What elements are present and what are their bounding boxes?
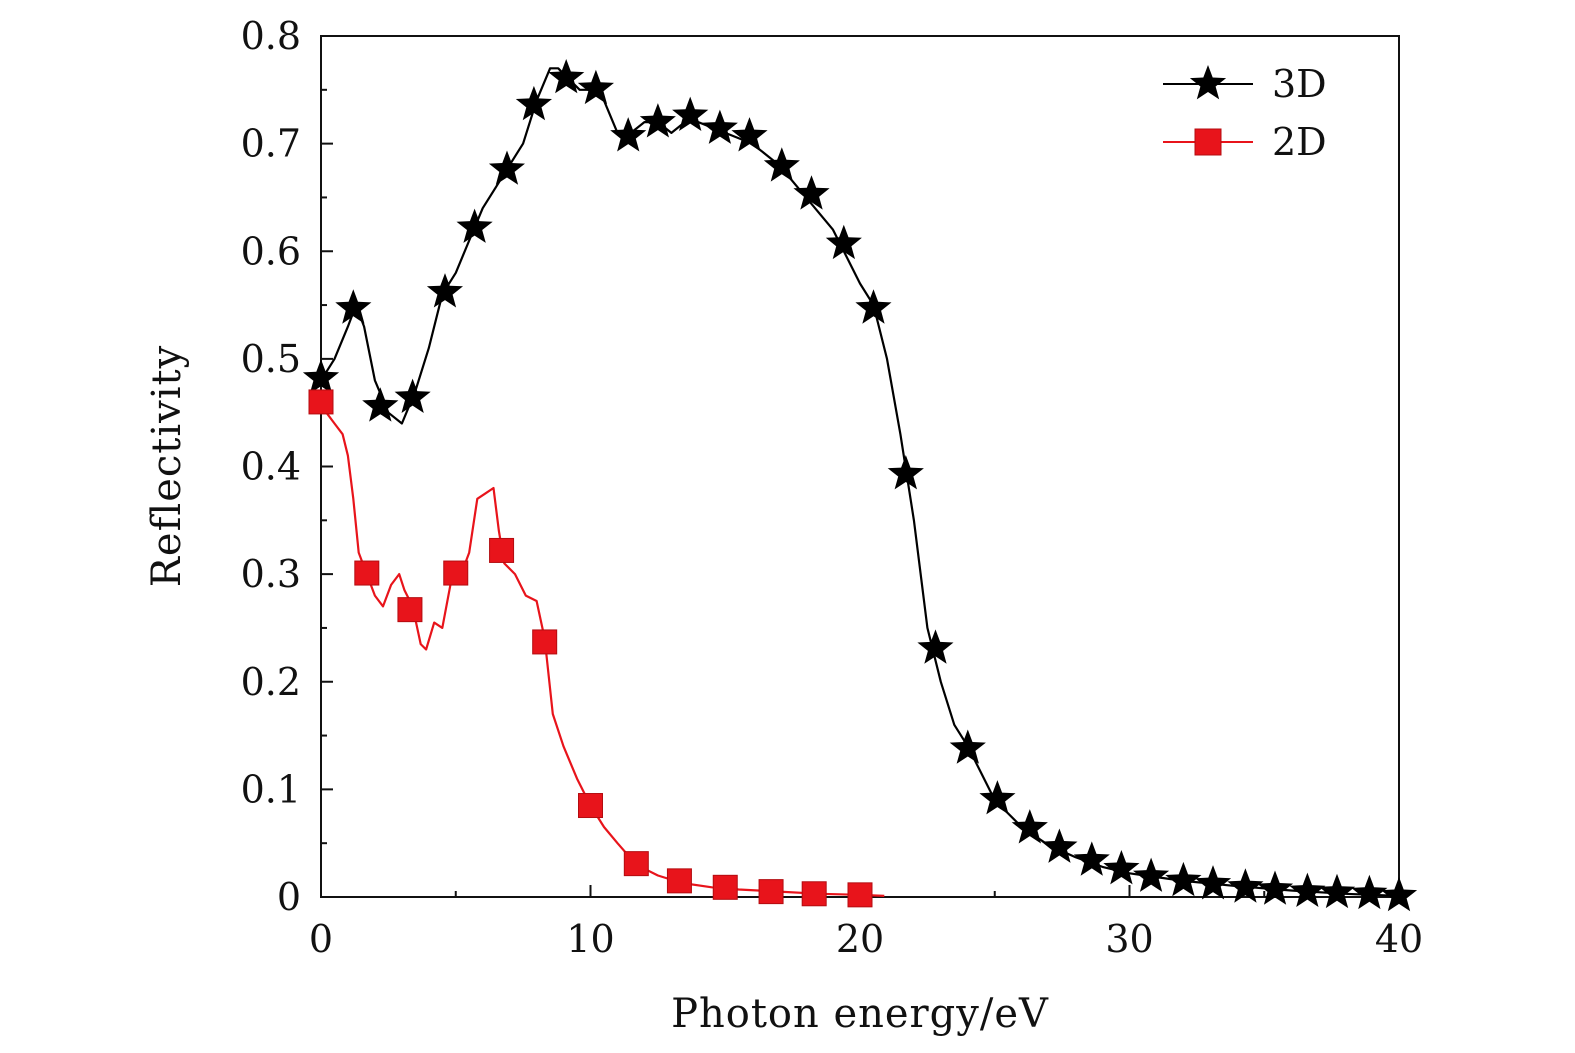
data-point-3d: [1011, 809, 1048, 844]
data-point-3d: [979, 780, 1016, 815]
data-point-3d: [394, 378, 431, 413]
data-point-2d: [308, 389, 334, 415]
data-point-3d: [362, 387, 399, 422]
y-tick-label: 0.8: [241, 14, 301, 58]
data-point-2d: [354, 560, 380, 586]
data-point-3d: [488, 150, 525, 185]
series-line-2d: [320, 401, 885, 897]
x-tick-label: 40: [1375, 917, 1423, 961]
data-point-3d: [302, 359, 340, 394]
y-tick-label: 0: [277, 875, 301, 919]
legend: 3D 2D: [1163, 62, 1327, 164]
data-point-3d: [731, 117, 768, 152]
legend-label-2d: 2D: [1272, 120, 1327, 164]
data-point-3d: [763, 147, 800, 182]
data-point-2d: [801, 881, 827, 907]
data-point-2d: [397, 597, 423, 623]
y-tick-label: 0.6: [241, 229, 301, 273]
data-point-3d: [855, 289, 892, 324]
data-point-3d: [917, 629, 954, 664]
y-axis-title: Reflectivity: [144, 345, 190, 587]
data-point-3d: [426, 273, 463, 308]
x-tick-label: 10: [566, 917, 614, 961]
data-point-2d: [712, 874, 738, 900]
data-point-3d: [1380, 876, 1418, 912]
data-point-3d: [793, 175, 830, 210]
data-point-3d: [1318, 873, 1356, 909]
data-point-3d: [1195, 865, 1232, 900]
data-point-3d: [639, 103, 676, 138]
y-tick-label: 0.5: [241, 337, 301, 381]
data-point-2d: [847, 882, 873, 908]
data-point-3d: [1289, 872, 1326, 907]
y-tick-label: 0.1: [241, 767, 301, 811]
data-point-2d: [758, 879, 784, 905]
data-point-3d: [1103, 850, 1140, 885]
data-point-2d: [578, 793, 603, 819]
data-point-3d: [1133, 857, 1170, 892]
x-tick-label: 0: [309, 917, 333, 961]
data-point-2d: [666, 868, 692, 894]
data-point-3d: [335, 289, 372, 324]
data-point-2d: [443, 560, 469, 586]
x-axis-title: Photon energy/eV: [671, 991, 1049, 1037]
data-point-2d: [623, 851, 649, 877]
series-layer: [302, 59, 1418, 912]
legend-marker-2d: [1194, 128, 1222, 156]
data-point-2d: [532, 629, 558, 655]
y-tick-label: 0.3: [241, 552, 301, 596]
series-line-3d: [320, 67, 1400, 897]
data-point-3d: [949, 729, 986, 764]
data-point-3d: [456, 208, 493, 243]
legend-label-3d: 3D: [1272, 62, 1327, 106]
data-point-3d: [1257, 870, 1294, 905]
data-point-3d: [610, 117, 647, 152]
data-point-3d: [1351, 874, 1388, 910]
x-axis: 0 10 20 30 40: [309, 885, 1423, 961]
data-point-3d: [1165, 861, 1202, 897]
data-point-3d: [672, 96, 709, 131]
data-point-3d: [1227, 868, 1264, 903]
plot-area-frame: [320, 35, 1400, 898]
data-point-3d: [701, 109, 738, 144]
y-axis: 0 0.1 0.2 0.3 0.4 0.5 0.6 0.7 0.8: [241, 14, 333, 919]
data-point-2d: [489, 537, 515, 563]
legend-marker-3d: [1189, 65, 1227, 100]
y-tick-label: 0.7: [241, 122, 301, 166]
data-point-3d: [515, 85, 552, 121]
x-tick-label: 20: [836, 917, 884, 961]
x-tick-label: 30: [1105, 917, 1153, 961]
data-point-3d: [1073, 841, 1110, 876]
data-point-3d: [1041, 828, 1078, 863]
data-point-3d: [548, 59, 585, 94]
data-point-3d: [577, 69, 614, 105]
data-point-3d: [825, 224, 862, 260]
data-point-3d: [887, 455, 924, 490]
y-tick-label: 0.2: [241, 660, 301, 704]
y-tick-label: 0.4: [241, 445, 301, 489]
